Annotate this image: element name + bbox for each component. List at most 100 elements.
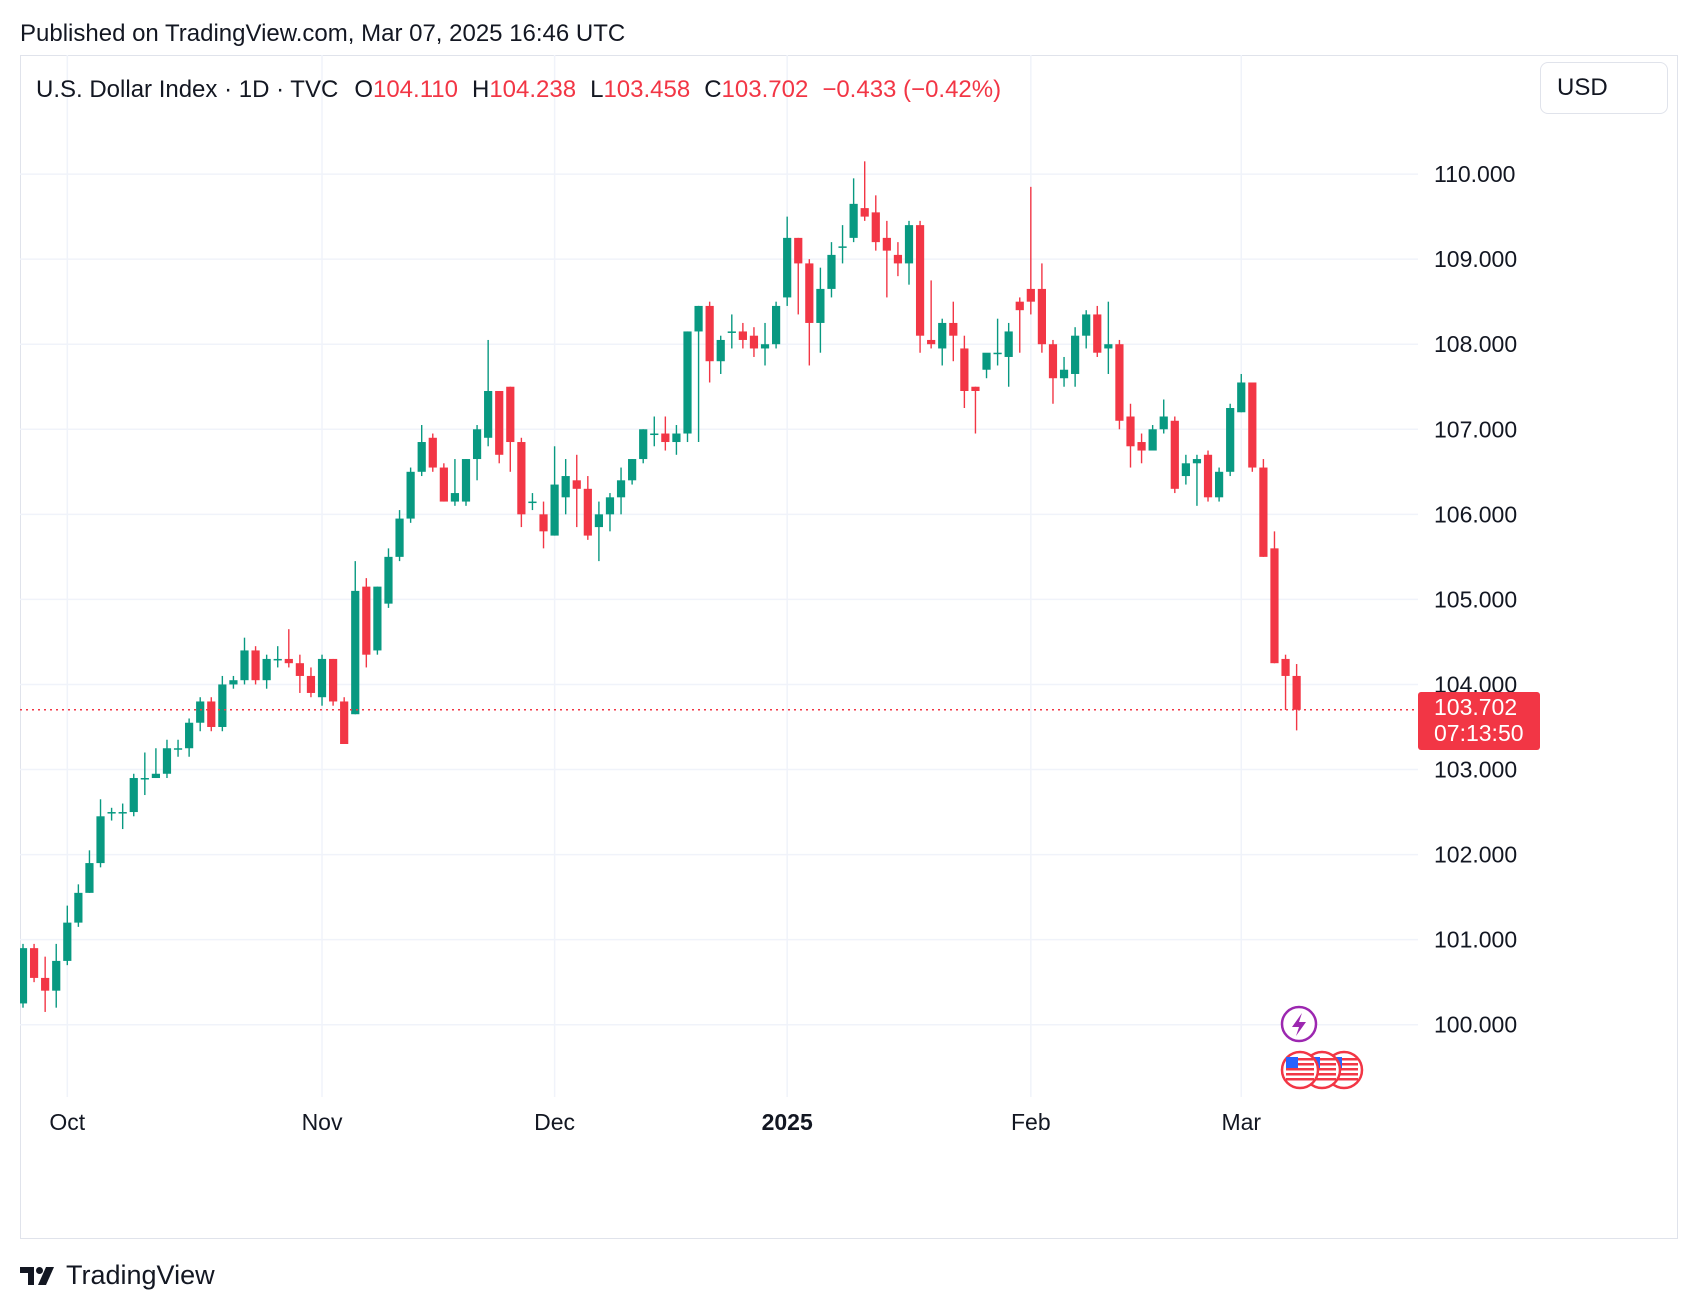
time-axis[interactable]: Oct Nov Dec 2025 Feb Mar	[49, 1109, 1261, 1135]
y-tick-label: 106.000	[1434, 501, 1517, 527]
candle-up	[417, 425, 426, 477]
candle-up	[20, 943, 28, 1008]
candle-body	[351, 590, 360, 715]
last-price-tag: 103.702 07:13:50	[1418, 692, 1540, 750]
candle-body	[273, 658, 282, 661]
candle-up	[838, 225, 847, 264]
candle-up	[650, 416, 659, 447]
candle-body	[495, 390, 504, 455]
lightning-icon[interactable]	[1280, 1005, 1318, 1043]
candle-body	[783, 237, 792, 298]
candle-down	[927, 280, 936, 349]
candle-down	[1270, 531, 1279, 664]
candle-body	[329, 658, 338, 702]
candle-up	[140, 752, 149, 796]
candlestick-chart[interactable]: 100.000101.000102.000103.000104.000105.0…	[20, 55, 1678, 1239]
candle-body	[417, 442, 426, 472]
candle-up	[904, 220, 914, 285]
events-layer[interactable]	[1280, 1005, 1364, 1090]
candle-body	[727, 331, 736, 333]
candle-body	[1148, 429, 1157, 451]
candle-down	[329, 658, 338, 706]
candle-body	[871, 212, 880, 243]
candle-body	[340, 701, 349, 744]
candle-body	[1037, 288, 1046, 345]
candle-up	[616, 467, 626, 515]
candle-down	[882, 220, 891, 298]
candle-up	[240, 637, 249, 685]
economic-events-flags[interactable]	[1280, 1050, 1364, 1090]
tradingview-logo-icon	[20, 1266, 54, 1285]
y-tick-label: 105.000	[1434, 586, 1517, 612]
candle-down	[428, 433, 437, 472]
candle-down	[805, 259, 814, 366]
candle-body	[672, 433, 681, 443]
flag-stripe	[1308, 1078, 1336, 1081]
candle-body	[406, 471, 415, 519]
candle-body	[29, 948, 39, 978]
candle-body	[628, 459, 637, 481]
candle-up	[816, 267, 825, 353]
candle-down	[871, 195, 880, 251]
candle-up	[694, 305, 703, 443]
symbol-title[interactable]: U.S. Dollar Index · 1D · TVC	[36, 76, 339, 103]
open-value: 104.110	[372, 76, 458, 103]
candle-up	[162, 739, 172, 779]
candle-up	[783, 216, 792, 306]
candle-up	[273, 646, 282, 668]
candle-down	[340, 697, 349, 744]
flag-stripe	[1308, 1068, 1336, 1071]
candle-up	[727, 314, 736, 349]
candle-up	[74, 884, 83, 927]
candle-body	[927, 339, 936, 345]
candle-body	[506, 386, 515, 443]
candle-up	[185, 718, 194, 757]
candle-up	[1059, 356, 1069, 387]
candle-down	[971, 386, 980, 434]
flag-stripe	[1330, 1073, 1358, 1076]
y-tick-label: 109.000	[1434, 246, 1517, 272]
candle-up	[317, 654, 327, 706]
high-label: H	[471, 76, 490, 103]
candle-body	[583, 488, 592, 536]
candle-body	[229, 680, 238, 685]
candle-down	[960, 335, 969, 409]
candle-up	[351, 561, 360, 715]
candle-body	[196, 701, 205, 723]
price-axis[interactable]: 100.000101.000102.000103.000104.000105.0…	[1434, 161, 1517, 1038]
candle-body	[140, 778, 149, 780]
candle-body	[439, 467, 448, 502]
candle-body	[1048, 344, 1058, 379]
candle-body	[993, 352, 1002, 355]
candle-body	[639, 429, 648, 460]
candle-body	[572, 480, 581, 489]
candle-down	[1026, 186, 1035, 315]
candle-body	[262, 658, 271, 681]
candle-up	[1226, 403, 1235, 477]
candle-up	[1215, 467, 1224, 502]
candle-body	[1181, 463, 1190, 477]
candle-up	[52, 943, 61, 1008]
candle-down	[1037, 263, 1046, 353]
candle-up	[373, 586, 382, 655]
candle-up	[639, 429, 648, 464]
high-value: 104.238	[489, 76, 577, 103]
candle-body	[129, 778, 138, 813]
candle-body	[306, 675, 316, 693]
candle-body	[1104, 344, 1113, 349]
candle-down	[495, 390, 504, 464]
candle-up	[484, 339, 493, 447]
last-price-tag-bg	[1418, 692, 1540, 750]
x-tick-label: Mar	[1221, 1109, 1261, 1135]
currency-button[interactable]: USD	[1540, 62, 1668, 114]
candle-body	[218, 684, 227, 727]
candle-down	[1203, 450, 1213, 502]
candle-body	[1059, 369, 1069, 379]
candle-down	[915, 220, 925, 353]
candle-body	[827, 254, 836, 289]
candle-body	[85, 863, 94, 893]
candle-body	[915, 225, 925, 336]
y-tick-label: 108.000	[1434, 331, 1517, 357]
candle-down	[251, 646, 260, 685]
tradingview-logo[interactable]: TradingView	[20, 1260, 215, 1291]
